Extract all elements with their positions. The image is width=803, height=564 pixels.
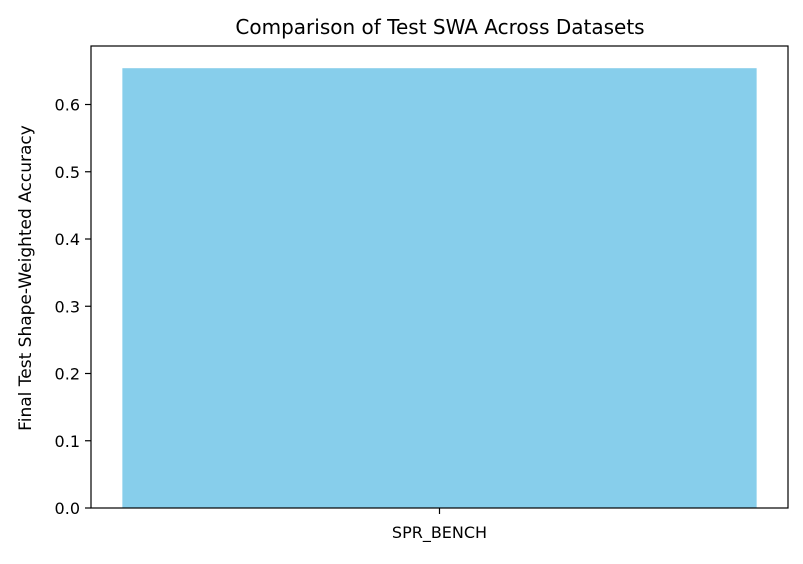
chart-title: Comparison of Test SWA Across Datasets bbox=[235, 15, 644, 39]
y-tick-label: 0.0 bbox=[55, 499, 80, 518]
y-axis-label: Final Test Shape-Weighted Accuracy bbox=[16, 125, 36, 431]
bar-spr-bench bbox=[122, 68, 757, 508]
y-tick-label: 0.4 bbox=[55, 230, 80, 249]
y-axis-label-group: Final Test Shape-Weighted Accuracy bbox=[16, 125, 36, 431]
y-tick-label: 0.5 bbox=[55, 163, 80, 182]
y-tick-label: 0.6 bbox=[55, 96, 80, 115]
plot-frame bbox=[90, 45, 789, 509]
y-tick-label: 0.2 bbox=[55, 365, 80, 384]
plot-area: SPR_BENCH 0.0 0.1 0.2 0.3 0.4 0.5 0.6 bbox=[55, 45, 789, 543]
y-tick-label: 0.3 bbox=[55, 297, 80, 316]
y-tick-label: 0.1 bbox=[55, 432, 80, 451]
x-tick-label: SPR_BENCH bbox=[392, 523, 487, 543]
